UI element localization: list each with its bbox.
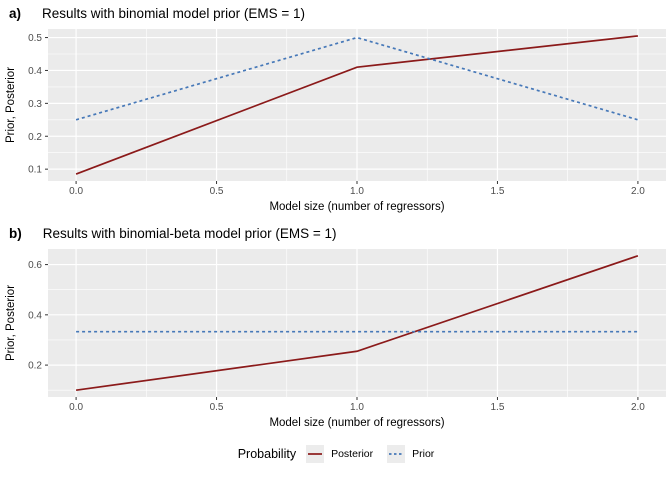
y-tick-labels: 0.2 0.4 0.6: [28, 260, 42, 372]
y-axis-title: Prior, Posterior: [5, 285, 17, 361]
svg-text:0.5: 0.5: [28, 33, 42, 44]
svg-text:0.2: 0.2: [28, 132, 42, 143]
major-gridlines: [48, 249, 666, 397]
svg-text:2.0: 2.0: [631, 186, 645, 197]
svg-text:0.5: 0.5: [210, 402, 224, 413]
svg-text:0.6: 0.6: [28, 260, 42, 271]
svg-text:1.0: 1.0: [350, 402, 364, 413]
svg-text:1.0: 1.0: [350, 186, 364, 197]
panel-b: b) Results with binomial-beta model prior…: [0, 225, 672, 433]
svg-text:2.0: 2.0: [631, 402, 645, 413]
legend-item-posterior: Posterior: [306, 445, 373, 463]
panel-b-title-text: Results with binomial-beta model prior (…: [42, 226, 337, 241]
svg-text:0.3: 0.3: [28, 99, 42, 110]
panel-a-title: a) Results with binomial model prior (EMS…: [0, 5, 672, 25]
prior-line-key-icon: [387, 445, 406, 463]
legend: Probability Posterior Prior: [0, 441, 672, 467]
svg-text:1.5: 1.5: [491, 402, 505, 413]
panel-a-title-text: Results with binomial model prior (EMS =…: [42, 6, 305, 21]
svg-text:0.5: 0.5: [210, 186, 224, 197]
major-gridlines: [48, 29, 666, 181]
legend-title: Probability: [237, 447, 297, 461]
x-axis-title: Model size (number of regressors): [269, 417, 444, 429]
panel-a: a) Results with binomial model prior (EMS…: [0, 5, 672, 217]
svg-text:0.4: 0.4: [28, 310, 42, 321]
panel-gap: [0, 217, 672, 225]
posterior-line: [75, 35, 639, 175]
x-tick-labels: 0.0 0.5 1.0 1.5 2.0: [69, 402, 645, 413]
prior-line: [75, 36, 639, 121]
svg-text:0.0: 0.0: [69, 186, 83, 197]
axis-tick-marks: [45, 264, 639, 400]
x-tick-labels: 0.0 0.5 1.0 1.5 2.0: [69, 186, 645, 197]
panel-b-chart: 0.0 0.5 1.0 1.5 2.0 0.2 0.4 0.6 Model size (numb…: [5, 249, 666, 429]
svg-text:1.5: 1.5: [491, 186, 505, 197]
svg-text:0.1: 0.1: [28, 165, 42, 176]
svg-text:0.0: 0.0: [69, 402, 83, 413]
panel-a-chart: 0.0 0.5 1.0 1.5 2.0 0.1 0.2 0.3 0.4 0.5 Model size…: [5, 29, 666, 213]
axis-tick-marks: [45, 37, 639, 184]
legend-label-posterior: Posterior: [331, 448, 374, 460]
y-axis-title: Prior, Posterior: [5, 67, 17, 143]
panel-b-tag: b): [9, 226, 22, 241]
posterior-line: [75, 254, 639, 392]
x-axis-title: Model size (number of regressors): [269, 201, 444, 213]
y-tick-labels: 0.1 0.2 0.3 0.4 0.5: [28, 33, 42, 176]
panel-b-title: b) Results with binomial-beta model prior…: [0, 225, 672, 245]
posterior-line-key-icon: [306, 445, 325, 463]
panel-a-tag: a): [9, 6, 22, 21]
legend-item-prior: Prior: [387, 445, 434, 463]
svg-text:0.4: 0.4: [28, 66, 42, 77]
svg-text:0.2: 0.2: [28, 361, 42, 372]
legend-label-prior: Prior: [412, 448, 435, 460]
